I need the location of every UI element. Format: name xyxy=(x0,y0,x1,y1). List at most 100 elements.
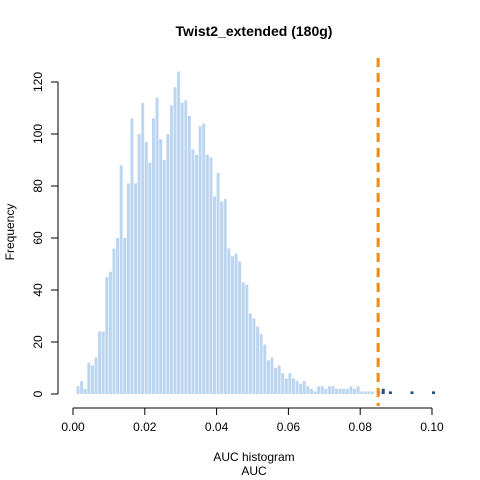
histogram-bar xyxy=(191,149,195,394)
histogram-bar xyxy=(338,388,342,394)
histogram-bar xyxy=(270,357,274,394)
histogram-bar xyxy=(202,123,206,394)
histogram-bar xyxy=(238,261,242,394)
histogram-bar xyxy=(148,162,152,394)
x-axis: 0.00 0.02 0.04 0.06 0.08 0.10 xyxy=(61,407,444,434)
histogram-bar xyxy=(187,115,191,395)
histogram-bar xyxy=(295,381,299,394)
histogram-bar xyxy=(277,365,281,394)
histogram-bar xyxy=(159,139,163,394)
histogram-bar xyxy=(87,362,91,394)
histogram-bar xyxy=(169,105,173,395)
histogram-bar xyxy=(320,386,324,394)
histogram-bar xyxy=(360,391,364,394)
histogram-bar xyxy=(234,253,238,394)
histogram-bar xyxy=(356,386,360,394)
histogram-bar xyxy=(130,118,134,395)
histogram-bar xyxy=(180,102,184,395)
histogram-bar xyxy=(173,87,177,394)
histogram-bar xyxy=(324,388,328,394)
x-tick-label: 0.10 xyxy=(420,420,444,434)
highlight-bars xyxy=(381,388,435,394)
histogram-bar xyxy=(98,331,102,394)
histogram-bars xyxy=(76,71,435,395)
histogram-bar xyxy=(137,134,141,394)
histogram-bar xyxy=(335,388,339,394)
highlight-bar xyxy=(388,391,392,394)
histogram-bar xyxy=(105,277,109,394)
y-axis: 0 20 40 60 80 100 120 xyxy=(31,72,59,397)
histogram-bar xyxy=(126,183,130,394)
x-tick-label: 0.02 xyxy=(133,420,157,434)
y-tick-label: 120 xyxy=(31,72,45,92)
x-axis-label: AUC histogram xyxy=(213,450,294,464)
histogram-bar xyxy=(141,102,145,395)
y-tick-label: 80 xyxy=(31,179,45,193)
histogram-bar xyxy=(363,391,367,394)
highlight-bar xyxy=(432,391,435,394)
histogram-bar xyxy=(353,388,357,394)
histogram-bar xyxy=(144,141,148,394)
histogram-bar xyxy=(220,201,224,394)
histogram-bar xyxy=(230,256,234,394)
histogram-bar xyxy=(306,386,310,394)
histogram-bar xyxy=(284,378,288,394)
x-tick-label: 0.04 xyxy=(205,420,229,434)
histogram-bar xyxy=(313,391,317,394)
histogram-bar xyxy=(331,386,335,394)
y-tick-label: 100 xyxy=(31,124,45,144)
y-tick-label: 60 xyxy=(31,231,45,245)
histogram-bar xyxy=(83,388,87,394)
histogram-bar xyxy=(223,199,227,394)
histogram-bar xyxy=(213,196,216,394)
histogram-bar xyxy=(209,157,213,394)
histogram-bar xyxy=(345,388,349,394)
histogram-bar xyxy=(245,284,249,394)
histogram-bar xyxy=(241,282,245,394)
histogram-bar xyxy=(291,378,295,394)
histogram-bar xyxy=(349,386,353,394)
histogram-bar xyxy=(108,271,112,394)
histogram-bar xyxy=(248,313,252,394)
histogram-bar xyxy=(198,126,202,394)
highlight-bar xyxy=(381,388,385,394)
histogram-bar xyxy=(288,373,292,394)
histogram-bar xyxy=(299,383,303,394)
histogram-bar xyxy=(184,100,188,394)
histogram-bar xyxy=(370,391,374,394)
highlight-bar xyxy=(410,391,414,394)
histogram-bar xyxy=(155,97,159,394)
histogram-bar xyxy=(252,318,256,394)
histogram-bar xyxy=(205,154,209,394)
histogram-bar xyxy=(281,373,285,394)
histogram-bar xyxy=(216,173,220,394)
x-tick-label: 0.06 xyxy=(277,420,301,434)
histogram-bar xyxy=(119,165,123,394)
histogram-bar xyxy=(134,183,138,394)
y-axis-label: Frequency xyxy=(3,204,17,261)
histogram-bar xyxy=(162,160,166,394)
histogram-bar xyxy=(256,326,260,394)
histogram-bar xyxy=(151,118,155,395)
chart-title: Twist2_extended (180g) xyxy=(176,23,333,39)
histogram-bar xyxy=(266,360,270,394)
y-tick-label: 40 xyxy=(31,283,45,297)
histogram-bar xyxy=(367,391,371,394)
histogram-bar xyxy=(302,381,306,394)
histogram-bar xyxy=(195,154,199,394)
histogram-bar xyxy=(76,386,80,394)
histogram-bar xyxy=(123,238,127,394)
histogram-bar xyxy=(90,365,94,394)
histogram-bar xyxy=(263,344,267,394)
histogram-bar xyxy=(227,248,231,394)
histogram-bar xyxy=(112,248,116,394)
histogram-bar xyxy=(327,386,331,394)
histogram-bar xyxy=(80,381,84,394)
histogram-bar xyxy=(101,331,105,394)
x-tick-label: 0.08 xyxy=(349,420,373,434)
histogram-bar xyxy=(342,388,346,394)
y-tick-label: 0 xyxy=(31,390,45,397)
histogram-bar xyxy=(274,368,278,394)
x-tick-label: 0.00 xyxy=(61,420,85,434)
